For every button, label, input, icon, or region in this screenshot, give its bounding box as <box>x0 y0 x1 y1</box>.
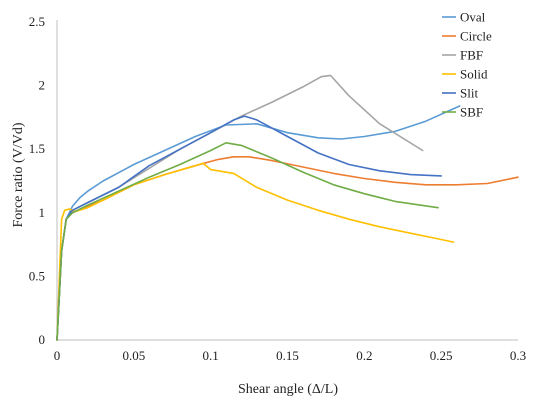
legend-label-circle: Circle <box>460 29 492 44</box>
legend-label-sbf: SBF <box>460 105 483 120</box>
x-tick-label: 0.15 <box>276 348 299 363</box>
y-axis-title: Force ratio (V/Vd) <box>11 122 26 227</box>
legend-label-solid: Solid <box>460 67 488 82</box>
x-tick-label: 0.25 <box>430 348 453 363</box>
legend-label-oval: Oval <box>460 10 486 25</box>
series-line-sbf <box>56 142 439 341</box>
x-tick-label: 0.2 <box>356 348 372 363</box>
legend: Oval Circle FBF Solid Slit SBF <box>442 10 492 120</box>
plot-area <box>56 74 519 341</box>
series-line-oval <box>56 105 461 341</box>
y-tick-label: 2 <box>39 78 46 93</box>
legend-label-fbf: FBF <box>460 48 483 63</box>
y-tick-label: 0 <box>39 332 46 347</box>
x-tick-label: 0 <box>54 348 61 363</box>
x-tick-label: 0.05 <box>122 348 145 363</box>
x-axis-title: Shear angle (Δ/L) <box>238 382 338 397</box>
series-line-circle <box>56 156 519 341</box>
x-tick-label: 0.3 <box>510 348 526 363</box>
series-line-fbf <box>56 74 424 341</box>
x-axis: 0 0.05 0.1 0.15 0.2 0.25 0.3 <box>54 339 526 363</box>
series-line-solid <box>56 162 455 341</box>
y-tick-label: 1 <box>39 205 46 220</box>
y-axis: 0 0.5 1 1.5 2 2.5 <box>29 14 58 347</box>
x-tick-label: 0.1 <box>203 348 219 363</box>
legend-label-slit: Slit <box>460 86 478 101</box>
series-line-slit <box>56 115 443 341</box>
y-tick-label: 0.5 <box>29 268 45 283</box>
y-tick-label: 2.5 <box>29 14 45 29</box>
y-tick-label: 1.5 <box>29 141 45 156</box>
